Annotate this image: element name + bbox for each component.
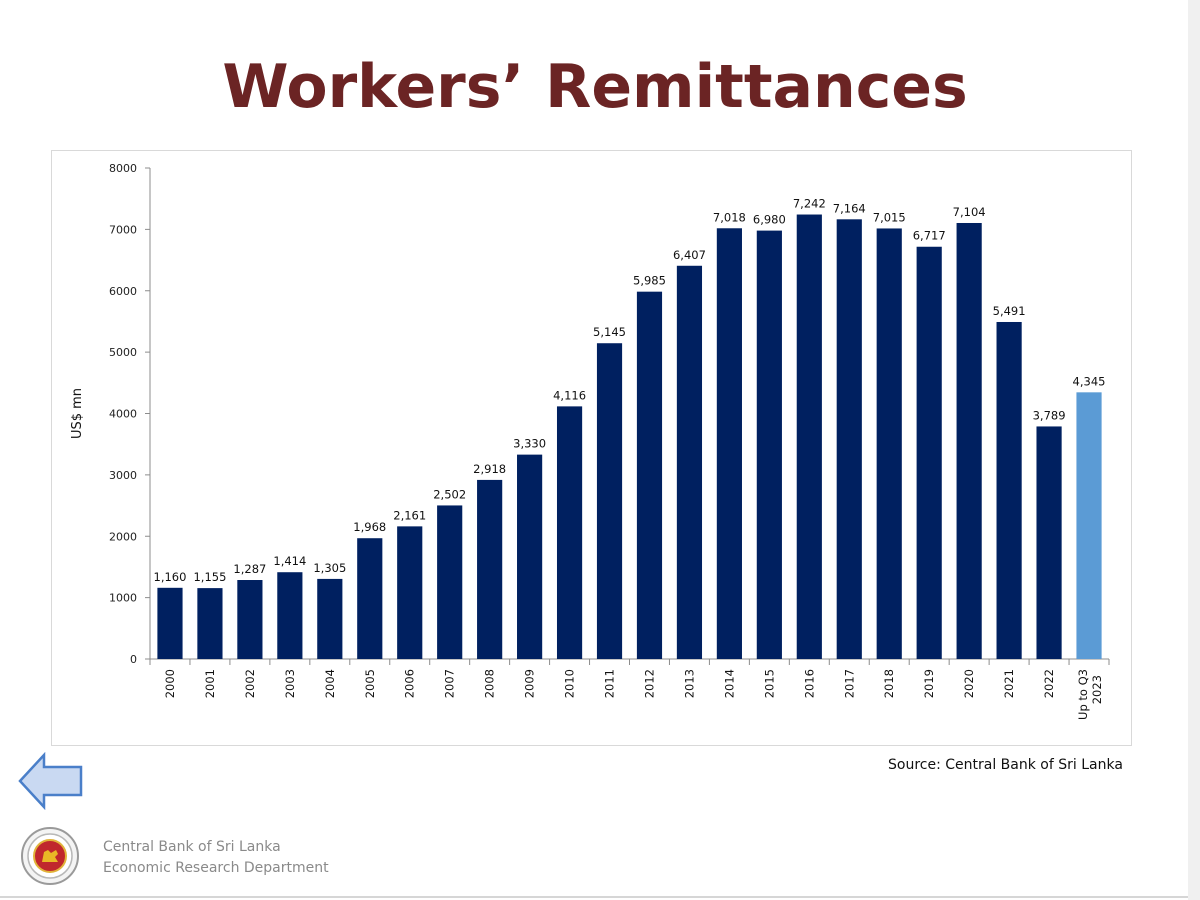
- x-tick-label: 2004: [323, 669, 337, 698]
- bar: [756, 230, 782, 659]
- bar-value-label: 6,407: [673, 248, 706, 262]
- bar-value-label: 7,104: [953, 205, 986, 219]
- bar: [916, 246, 942, 659]
- x-tick-label: 2019: [922, 669, 936, 698]
- bar-value-label: 7,015: [873, 210, 906, 224]
- x-tick-label: 2022: [1042, 669, 1056, 698]
- y-axis-title: US$ mn: [70, 388, 85, 439]
- x-tick-label: 2015: [762, 669, 776, 698]
- x-tick-label: 2016: [802, 669, 816, 698]
- x-tick-label: 2001: [203, 669, 217, 698]
- bar-value-label: 6,980: [753, 213, 786, 227]
- source-note: Source: Central Bank of Sri Lanka: [888, 757, 1123, 773]
- x-tick-label: 2011: [603, 669, 617, 698]
- x-tick-label: 2006: [403, 669, 417, 698]
- bar: [956, 222, 982, 659]
- bar: [197, 588, 223, 659]
- bar-value-label: 2,161: [393, 508, 426, 522]
- bar-value-label: 6,717: [913, 229, 946, 243]
- bar-value-label: 5,985: [633, 274, 666, 288]
- bar-value-label: 3,789: [1033, 408, 1066, 422]
- slide-title: Workers’ Remittances: [222, 52, 968, 122]
- bar: [1036, 426, 1062, 659]
- x-tick-label: 2000: [163, 669, 177, 698]
- bar: [556, 406, 583, 659]
- bar-value-label: 4,345: [1073, 374, 1106, 388]
- bar: [996, 321, 1022, 659]
- x-tick-label: 2018: [882, 669, 896, 698]
- chart-area: 0 1000 2000 3000 4000 5000 6000 7000 8000 US$ mn 1…: [51, 150, 1132, 746]
- x-tick-label: 2014: [722, 669, 736, 698]
- bar-value-label: 1,968: [353, 520, 386, 534]
- bar: [596, 343, 623, 659]
- bar: [517, 454, 543, 659]
- x-tick-label: 2012: [642, 669, 656, 698]
- bar-value-label: 3,330: [513, 437, 546, 451]
- scroll-gutter: [1188, 0, 1200, 900]
- bar: [716, 228, 742, 659]
- organization-info: Central Bank of Sri Lanka Economic Resea…: [103, 837, 329, 879]
- y-tick-label: 6000: [109, 285, 137, 298]
- x-tick-label: 2005: [363, 669, 377, 698]
- bar-value-label: 2,502: [433, 487, 466, 501]
- back-arrow-icon[interactable]: [18, 752, 84, 810]
- y-tick-label: 1000: [109, 592, 137, 605]
- bar: [636, 291, 663, 659]
- x-tick-label: Up to Q32023: [1076, 669, 1104, 720]
- central-bank-seal-icon: [21, 827, 79, 885]
- bar: [876, 228, 902, 659]
- bar: [1076, 392, 1102, 659]
- bar-value-label: 5,145: [593, 325, 626, 339]
- y-tick-label: 0: [130, 653, 137, 666]
- bar-value-label: 5,491: [993, 304, 1026, 318]
- bar-value-label: 1,305: [313, 561, 346, 575]
- bar-value-label: 1,155: [193, 570, 226, 584]
- bar: [397, 526, 423, 659]
- y-tick-label: 3000: [109, 469, 137, 482]
- y-tick-label: 5000: [109, 346, 137, 359]
- org-department: Economic Research Department: [103, 860, 329, 876]
- bar-value-label: 1,160: [154, 570, 187, 584]
- bar: [317, 578, 343, 659]
- x-tick-label: 2017: [842, 669, 856, 698]
- y-tick-label: 2000: [109, 530, 137, 543]
- x-tick-label: 2007: [443, 669, 457, 698]
- bar-value-label: 4,116: [553, 388, 586, 402]
- bar-value-label: 1,287: [233, 562, 266, 576]
- bar-chart: 0 1000 2000 3000 4000 5000 6000 7000 8000 US$ mn 1…: [70, 162, 1110, 720]
- y-tick-label: 8000: [109, 162, 137, 175]
- y-tick-label: 4000: [109, 408, 137, 421]
- x-tick-label: 2009: [523, 669, 537, 698]
- x-tick-label: 2010: [563, 669, 577, 698]
- bar: [237, 580, 263, 659]
- bar: [437, 505, 463, 659]
- x-tick-label: 2008: [483, 669, 497, 698]
- x-tick-label: 2013: [682, 669, 696, 698]
- x-tick-label: 2003: [283, 669, 297, 698]
- bar: [796, 214, 822, 659]
- bar: [477, 479, 503, 659]
- x-tick-label: 2021: [1002, 669, 1016, 698]
- x-tick-label: 2002: [243, 669, 257, 698]
- bar-value-label: 1,414: [273, 554, 306, 568]
- bar: [357, 538, 383, 659]
- bar-value-label: 2,918: [473, 462, 506, 476]
- bar-value-label: 7,164: [833, 201, 866, 215]
- org-name: Central Bank of Sri Lanka: [103, 839, 281, 855]
- x-tick-label: 2020: [962, 669, 976, 698]
- bar-value-label: 7,018: [713, 210, 746, 224]
- bar: [277, 572, 303, 659]
- bar: [676, 265, 703, 659]
- y-tick-label: 7000: [109, 223, 137, 236]
- bar-value-label: 7,242: [793, 197, 826, 211]
- bar: [157, 587, 183, 659]
- bar: [836, 219, 862, 659]
